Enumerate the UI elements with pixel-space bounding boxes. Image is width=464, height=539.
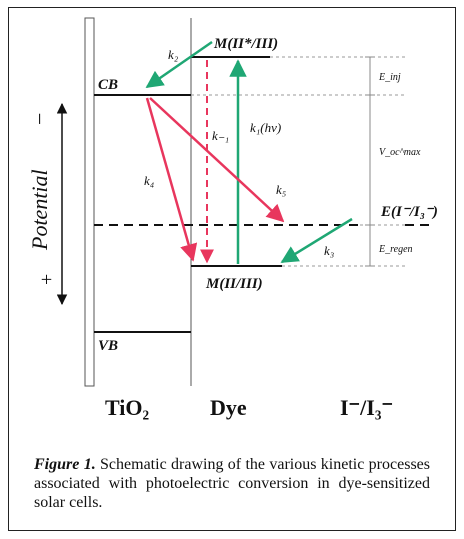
electrolyte-label: I⁻/I₃⁻ — [340, 395, 393, 420]
k1-label: k₁(hν) — [250, 120, 281, 135]
potential-minus: − — [27, 113, 52, 125]
caption-label: Figure 1. — [34, 456, 96, 473]
tio2-electrode — [84, 17, 95, 387]
k-1-label: k₋₁ — [212, 128, 229, 143]
tio2-label: TiO₂ — [105, 395, 150, 420]
k2-label: k₂ — [168, 47, 179, 62]
caption-text: Schematic drawing of the various kinetic… — [34, 456, 430, 511]
k2-arrow — [145, 40, 213, 89]
dye-ground-label: M(II/III) — [205, 276, 263, 292]
k5-arrow — [149, 97, 285, 223]
redox-label: E(I⁻/I₃⁻) — [380, 204, 438, 220]
figure-caption: Figure 1. Schematic drawing of the vario… — [34, 455, 430, 512]
potential-label: Potential — [27, 169, 52, 251]
cb-label: CB — [98, 77, 118, 93]
v-oc-max-label: V_oc^max — [379, 147, 421, 158]
figure-frame — [8, 7, 456, 531]
e-regen-label: E_regen — [378, 244, 413, 255]
energy-level-diagram: CB VB M(II*/III) M(II/III) E(I⁻/I₃⁻) k₂ … — [27, 17, 438, 420]
dye-label: Dye — [210, 395, 247, 420]
k3-arrow — [280, 217, 353, 264]
e-inj-label: E_inj — [378, 72, 401, 83]
potential-plus: + — [36, 274, 58, 285]
k3-label: k₃ — [324, 243, 334, 258]
k5-label: k₅ — [276, 182, 286, 197]
vb-label: VB — [98, 338, 118, 354]
dye-excited-label: M(II*/III) — [213, 36, 278, 52]
k4-arrow — [145, 97, 198, 262]
k4-label: k₄ — [144, 173, 155, 188]
